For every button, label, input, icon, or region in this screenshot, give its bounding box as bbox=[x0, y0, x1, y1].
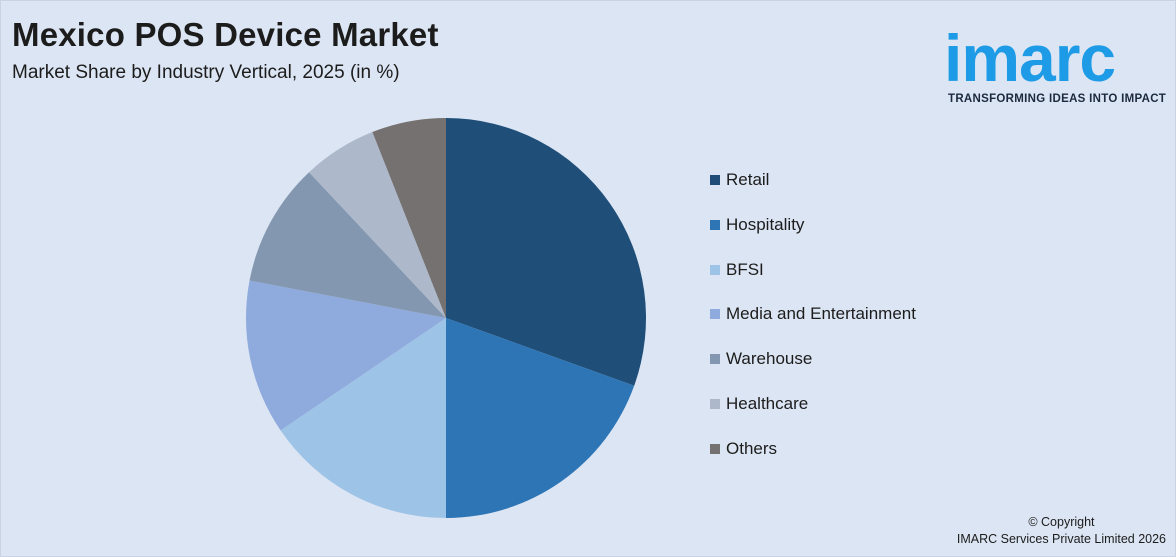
legend-label: Healthcare bbox=[726, 394, 809, 413]
legend-swatch bbox=[710, 219, 720, 230]
copyright-line-2: IMARC Services Private Limited 2026 bbox=[956, 532, 1166, 546]
legend-swatch bbox=[710, 443, 720, 454]
pie-slice-others bbox=[372, 118, 446, 318]
copyright-notice: © Copyright IMARC Services Private Limit… bbox=[957, 514, 1166, 548]
pie-slice-media-and-entertainment bbox=[246, 280, 446, 431]
legend-label: Warehouse bbox=[726, 349, 813, 369]
legend-label: Hospitality bbox=[726, 214, 805, 234]
page-subtitle: Market Share by Industry Vertical, 2025 … bbox=[12, 62, 400, 83]
legend-item: Hospitality bbox=[710, 213, 804, 237]
legend-label: Media and Entertainment bbox=[726, 304, 916, 324]
page-title: Mexico POS Device Market bbox=[12, 16, 439, 53]
legend-item: Healthcare bbox=[710, 392, 808, 416]
legend-label: Others bbox=[726, 438, 778, 458]
pie-slice-healthcare bbox=[309, 132, 446, 318]
legend-swatch bbox=[710, 399, 720, 409]
pie-slice-bfsi bbox=[280, 318, 446, 518]
legend-swatch bbox=[710, 309, 720, 320]
pie-slice-retail bbox=[446, 118, 646, 386]
pie-chart bbox=[246, 118, 646, 518]
imarc-logo: imarc TRANSFORMING IDEAS INTO IMPACT bbox=[944, 10, 1170, 110]
legend-item: Warehouse bbox=[710, 347, 812, 371]
legend-item: Media and Entertainment bbox=[710, 302, 916, 326]
legend-swatch bbox=[710, 175, 720, 185]
logo-tagline: TRANSFORMING IDEAS INTO IMPACT bbox=[948, 93, 1167, 105]
legend-swatch bbox=[710, 264, 720, 275]
pie-slice-warehouse bbox=[249, 172, 446, 318]
legend-label: BFSI bbox=[726, 259, 764, 279]
legend-label: Retail bbox=[726, 170, 770, 189]
legend-item: Retail bbox=[710, 168, 769, 192]
legend-item: BFSI bbox=[710, 258, 764, 282]
logo-wordmark: imarc bbox=[944, 21, 1116, 95]
pie-slice-hospitality bbox=[446, 318, 635, 518]
legend-swatch bbox=[710, 354, 720, 365]
copyright-line-1: © Copyright bbox=[1028, 515, 1095, 529]
legend-item: Others bbox=[710, 437, 777, 461]
